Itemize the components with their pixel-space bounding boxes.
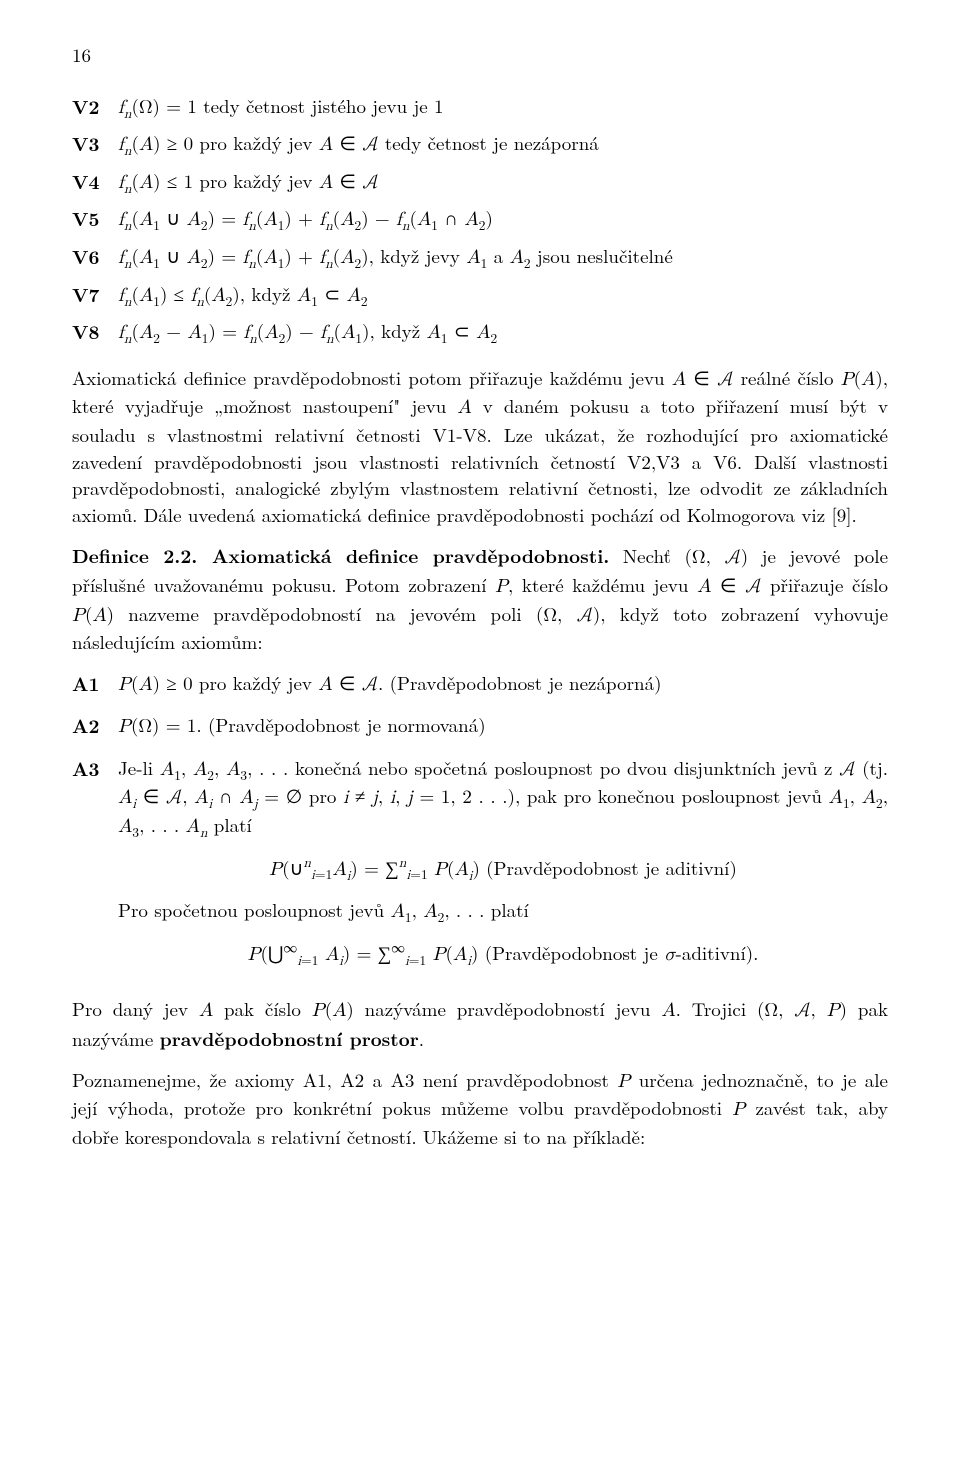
axiom-content: Je-li A1, A2, A3, . . . konečná nebo spo… (118, 755, 888, 983)
v-item-label: V7 (72, 281, 108, 310)
v-item-content: fn(A1) ≤ fn(A2), když A1 ⊂ A2 (118, 281, 888, 310)
v-item-label: V8 (72, 318, 108, 347)
definition-2-2: Definice 2.2. Axiomatická definice pravd… (72, 542, 888, 655)
v-item-label: V5 (72, 205, 108, 234)
axiom-a3-continuation: Pro spočetnou posloupnost jevů A1, A2, .… (118, 897, 888, 926)
v-item: V4 fn(A) ≤ 1 pro každý jev A ∈ 𝒜 (72, 168, 888, 197)
paragraph-remark: Poznamenejme, že axiomy A1, A2 a A3 není… (72, 1067, 888, 1151)
v-item-content: fn(A2 − A1) = fn(A2) − fn(A1), když A1 ⊂… (118, 318, 888, 347)
paragraph-axiomatic-intro: Axiomatická definice pravděpodobnosti po… (72, 365, 888, 529)
axiom-item: A1 P(A) ≥ 0 pro každý jev A ∈ 𝒜. (Pravděp… (72, 670, 888, 699)
v-item-content: fn(A) ≤ 1 pro každý jev A ∈ 𝒜 (118, 168, 888, 197)
v-item: V5 fn(A1 ∪ A2) = fn(A1) + fn(A2) − fn(A1 … (72, 205, 888, 234)
v-item: V2 fn(Ω) = 1 tedy četnost jistého jevu je… (72, 93, 888, 122)
axiom-item: A3Je-li A1, A2, A3, . . . konečná nebo s… (72, 755, 888, 983)
v-property-list: V2 fn(Ω) = 1 tedy četnost jistého jevu je… (72, 93, 888, 347)
axiom-content: P(A) ≥ 0 pro každý jev A ∈ 𝒜. (Pravděpod… (118, 670, 888, 699)
definition-heading: Definice 2.2. Axiomatická definice pravd… (72, 541, 609, 569)
v-item-label: V2 (72, 93, 108, 122)
v-item-content: fn(A1 ∪ A2) = fn(A1) + fn(A2), když jevy… (118, 243, 888, 272)
v-item-content: fn(A1 ∪ A2) = fn(A1) + fn(A2) − fn(A1 ∩ … (118, 205, 888, 234)
v-item: V6 fn(A1 ∪ A2) = fn(A1) + fn(A2), když je… (72, 243, 888, 272)
v-item-content: fn(A) ≥ 0 pro každý jev A ∈ 𝒜 tedy četno… (118, 130, 888, 159)
paragraph-probability-space: Pro daný jev A pak číslo P(A) nazýváme p… (72, 996, 888, 1052)
v-item: V3 fn(A) ≥ 0 pro každý jev A ∈ 𝒜 tedy čet… (72, 130, 888, 159)
axiom-content: P(Ω) = 1. (Pravděpodobnost je normovaná) (118, 712, 888, 741)
axiom-label: A2 (72, 712, 108, 741)
axiom-item: A2 P(Ω) = 1. (Pravděpodobnost je normovan… (72, 712, 888, 741)
v-item: V7 fn(A1) ≤ fn(A2), když A1 ⊂ A2 (72, 281, 888, 310)
axiom-list: A1 P(A) ≥ 0 pro každý jev A ∈ 𝒜. (Pravděp… (72, 670, 888, 983)
axiom-label: A1 (72, 670, 108, 699)
v-item-label: V4 (72, 168, 108, 197)
v-item-label: V6 (72, 243, 108, 272)
formula-finite-additivity: P(∪ni=1Ai) = ∑ni=1 P(Ai) (Pravděpodobnos… (118, 855, 888, 884)
v-item: V8 fn(A2 − A1) = fn(A2) − fn(A1), když A1… (72, 318, 888, 347)
v-item-label: V3 (72, 130, 108, 159)
formula-sigma-additivity: P(⋃∞i=1 Ai) = ∑∞i=1 P(Ai) (Pravděpodobno… (118, 940, 888, 969)
v-item-content: fn(Ω) = 1 tedy četnost jistého jevu je 1 (118, 93, 888, 122)
axiom-label: A3 (72, 755, 108, 983)
page-number: 16 (72, 42, 888, 69)
